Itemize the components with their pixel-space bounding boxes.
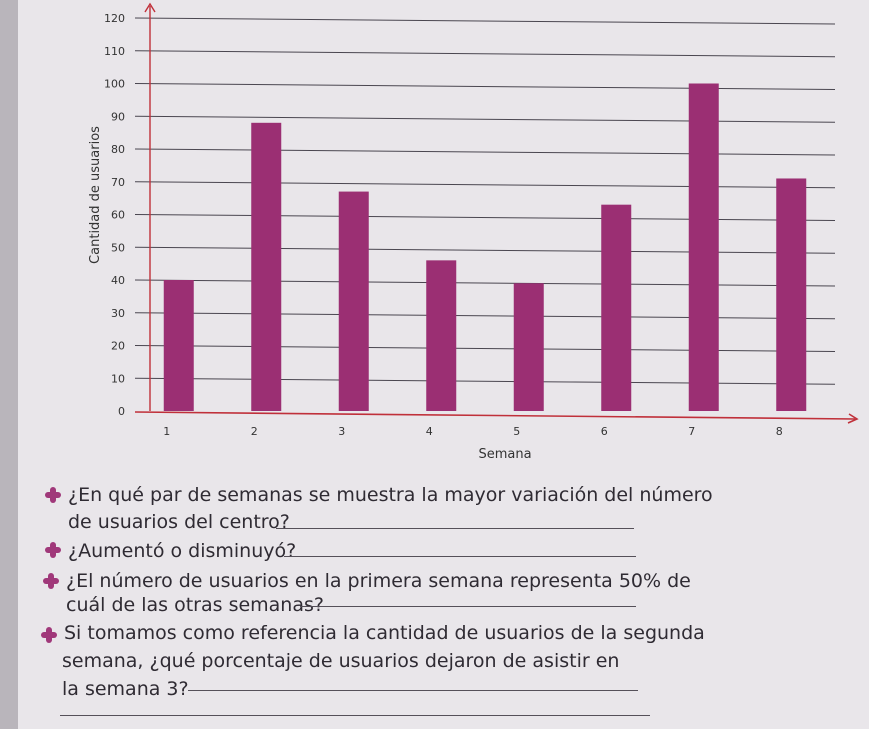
y-tick-label: 40 [111,274,125,287]
y-tick-label: 100 [104,78,125,91]
grid-line [134,83,836,90]
bar-week-6 [601,204,632,411]
grid-lines [134,17,836,385]
y-tick-labels: 0 10 20 30 40 50 60 70 80 90 100 110 120 [104,12,125,418]
x-tick-label: 2 [251,425,258,438]
grid-line [134,50,836,58]
x-tick-label: 1 [163,425,170,438]
bullet-icon [42,572,60,590]
grid-line [134,214,836,221]
bars [163,83,807,412]
x-tick-labels: 1 2 3 4 5 6 7 8 [163,425,783,438]
question-4-line-2: semana, ¿qué porcentaje de usuarios deja… [62,650,620,672]
question-1-line-1: ¿En qué par de semanas se muestra la may… [68,484,713,506]
answer-line-3 [300,606,636,607]
y-tick-label: 0 [118,405,125,418]
y-tick-label: 30 [111,307,125,320]
bar-week-5 [513,283,544,411]
answer-line-4 [188,690,638,691]
x-axis-label: Semana [478,447,531,462]
x-tick-label: 3 [338,425,345,438]
y-tick-label: 110 [104,45,125,58]
grid-line [134,148,836,156]
x-tick-label: 8 [776,425,783,438]
grid-line [134,377,836,385]
grid-line [134,246,836,254]
bullet-icon [44,486,62,504]
bar-week-4 [426,260,457,411]
bullet-icon [44,541,62,559]
bar-week-2 [251,122,282,412]
question-4-line-1: Si tomamos como referencia la cantidad d… [64,622,705,644]
grid-line [134,17,836,25]
x-tick-label: 5 [513,425,520,438]
answer-line-2 [284,556,636,557]
axes [134,2,859,424]
y-axis-label: Cantidad de usuarios [88,126,103,264]
question-1-line-2: de usuarios del centro? [68,511,290,533]
x-tick-label: 4 [426,425,433,438]
grid-line [134,312,836,320]
question-4-line-3: la semana 3? [62,678,189,700]
grid-line [134,115,836,123]
bar-week-8 [776,178,807,411]
y-tick-label: 70 [111,176,125,189]
y-tick-label: 90 [111,110,125,123]
bar-week-7 [688,83,719,411]
y-tick-label: 60 [111,209,125,222]
y-tick-label: 80 [111,143,125,156]
answer-line-1 [276,528,634,529]
question-2: ¿Aumentó o disminuyó? [68,540,297,562]
y-tick-label: 120 [104,12,125,25]
bar-week-1 [163,280,194,411]
x-tick-label: 7 [688,425,695,438]
grid-line [134,279,836,287]
bullet-icon [40,626,58,644]
x-axis-arrow [847,413,859,424]
question-3-line-1: ¿El número de usuarios en la primera sem… [66,570,691,592]
answer-line-5 [60,715,650,716]
x-axis [134,411,856,420]
bar-chart: 0 10 20 30 40 50 60 70 80 90 100 110 120 1 2 3 4 5 6 7 8 Ca… [88,2,859,462]
page-edge [0,0,18,729]
question-3-line-2: cuál de las otras semanas? [66,594,324,616]
grid-line [134,345,836,352]
grid-line [134,181,836,189]
bar-week-3 [338,191,369,411]
y-tick-label: 10 [111,372,125,385]
x-tick-label: 6 [601,425,608,438]
y-tick-label: 50 [111,241,125,254]
y-tick-label: 20 [111,340,125,353]
y-axis-arrow [144,2,156,13]
